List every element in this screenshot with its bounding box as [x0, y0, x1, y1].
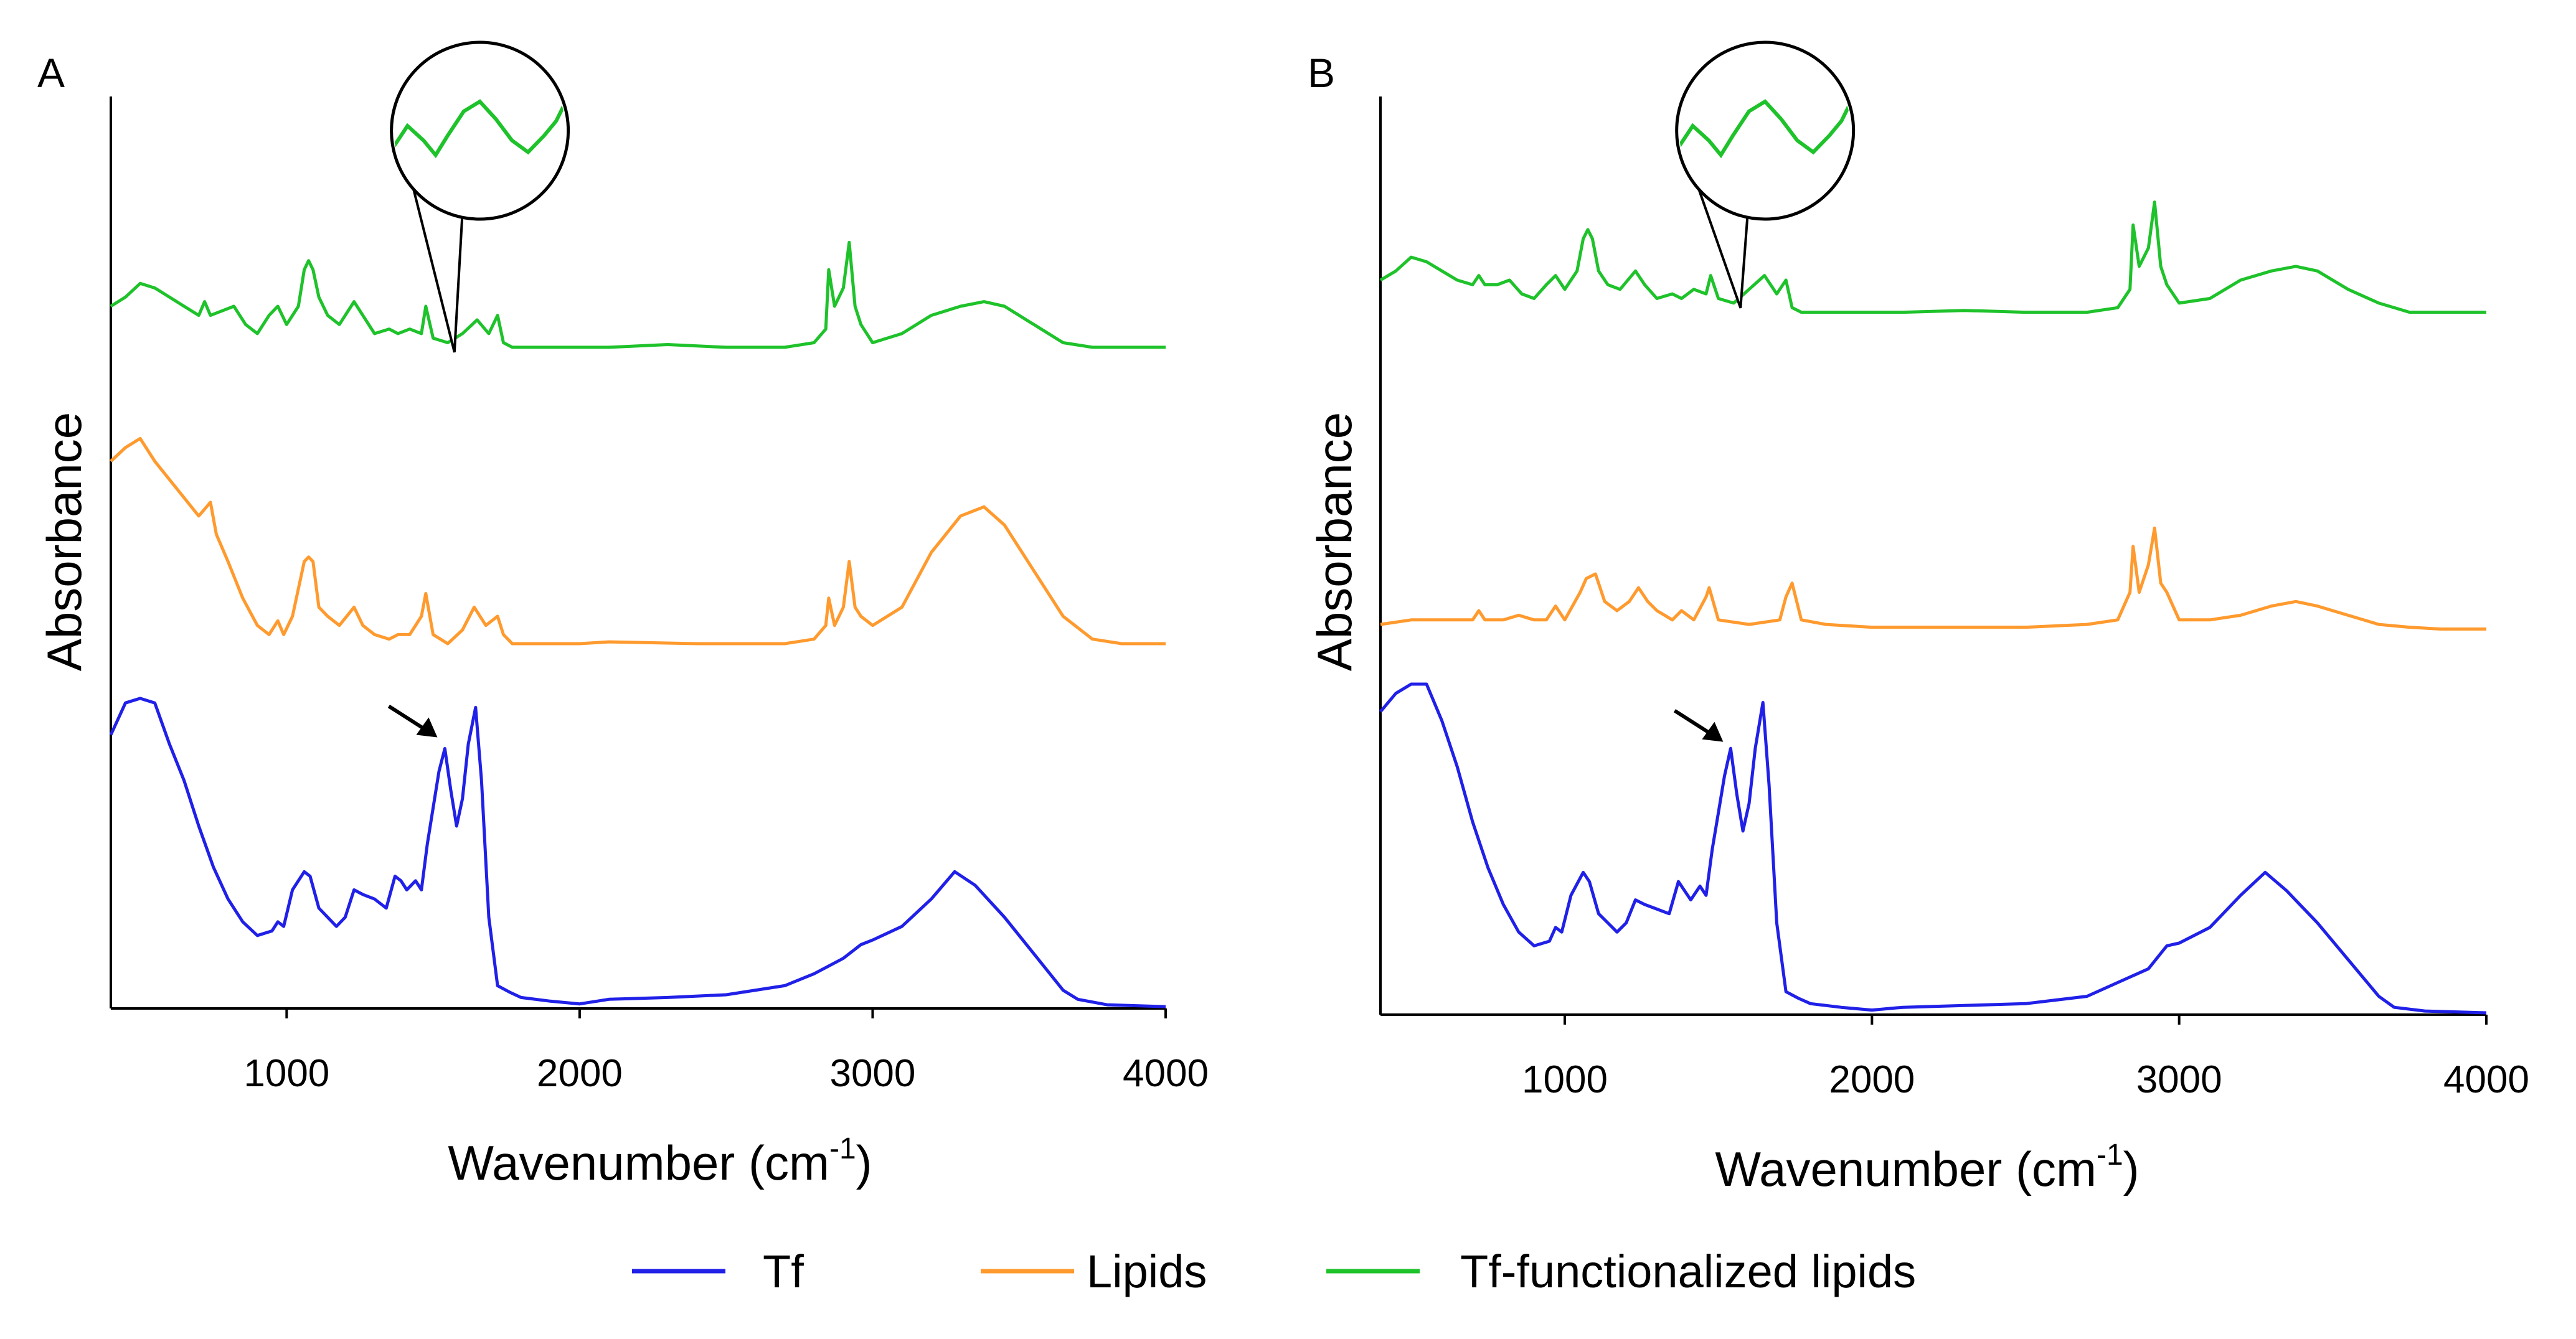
x-axis-title-close: )	[856, 1135, 872, 1190]
x-axis-title-superscript: -1	[829, 1132, 856, 1165]
x-tick-label: 1000	[243, 1052, 329, 1095]
legend-label-lipids: Lipids	[1087, 1246, 1207, 1297]
plot-area-b	[1379, 40, 2488, 1025]
magnifier-trace	[1679, 95, 1851, 159]
magnifier-circle	[1675, 40, 1856, 221]
panel-b: B Absorbance 1000 2000 3000 4000 Wavenum…	[1307, 40, 2529, 1196]
arrow-head	[416, 717, 438, 738]
x-axis-title-b: Wavenumber (cm-1)	[1715, 1139, 2139, 1196]
x-axis-title-text: Wavenumber (cm	[1715, 1142, 2097, 1196]
arrow-head	[1702, 721, 1724, 742]
plot-area-a	[109, 40, 1167, 1018]
x-axis-title-text: Wavenumber (cm	[448, 1135, 829, 1190]
series-line-tf	[109, 697, 1166, 1008]
y-axis-title-b: Absorbance	[1307, 412, 1362, 671]
x-axis-title-close: )	[2123, 1142, 2140, 1196]
x-tick-label: 2000	[537, 1052, 623, 1095]
panel-letter-a: A	[37, 50, 65, 96]
x-tick-label: 4000	[1123, 1052, 1209, 1095]
series-line-lipids	[1380, 526, 2486, 631]
magnifier-trace	[394, 95, 566, 159]
magnifier-circle	[390, 40, 570, 221]
x-tick-label: 3000	[2136, 1058, 2222, 1101]
legend-label-tf-functionalized-lipids: Tf-functionalized lipids	[1460, 1246, 1916, 1297]
x-tick-label: 2000	[1829, 1058, 1915, 1101]
y-axis-title-a: Absorbance	[37, 412, 92, 671]
series-line-lipids	[110, 436, 1166, 646]
x-axis-title-superscript: -1	[2097, 1139, 2123, 1172]
x-tick-label: 4000	[2443, 1058, 2529, 1101]
legend-label-tf: Tf	[763, 1246, 804, 1297]
x-axis-title-a: Wavenumber (cm-1)	[448, 1132, 872, 1190]
panel-a: A Absorbance 1000 2000 3000 4000 Wavenum…	[37, 40, 1209, 1190]
series-line-tf-functionalized-lipids	[110, 240, 1166, 349]
series-line-tf	[1379, 682, 2487, 1015]
x-tick-label: 3000	[829, 1052, 915, 1095]
legend: Tf Lipids Tf-functionalized lipids	[632, 1246, 1916, 1297]
panel-letter-b: B	[1308, 50, 1335, 96]
x-tick-label: 1000	[1522, 1058, 1608, 1101]
series-line-tf-functionalized-lipids	[1379, 200, 2486, 314]
